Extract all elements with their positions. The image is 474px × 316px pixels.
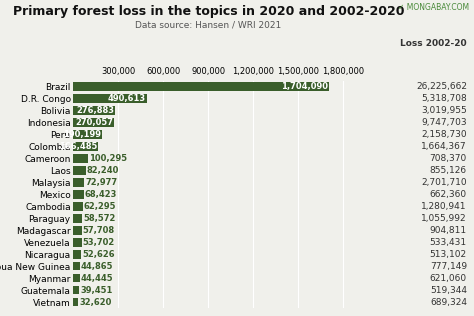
Bar xyxy=(73,106,115,115)
Bar xyxy=(73,130,102,139)
Text: 100,295: 100,295 xyxy=(89,154,128,163)
Text: 904,811: 904,811 xyxy=(430,226,467,235)
Text: 1,055,992: 1,055,992 xyxy=(421,214,467,223)
Text: 9,747,703: 9,747,703 xyxy=(421,118,467,127)
Text: 39,451: 39,451 xyxy=(80,286,112,295)
Text: 190,199: 190,199 xyxy=(63,130,101,139)
Bar xyxy=(73,274,80,283)
Text: 2,158,730: 2,158,730 xyxy=(421,130,467,139)
Bar xyxy=(73,238,82,246)
Text: 58,572: 58,572 xyxy=(83,214,115,223)
Text: 52,626: 52,626 xyxy=(82,250,115,259)
Text: 270,057: 270,057 xyxy=(75,118,113,127)
Bar xyxy=(73,166,86,175)
Bar xyxy=(73,82,328,91)
Text: 62,295: 62,295 xyxy=(83,202,116,211)
Text: 44,865: 44,865 xyxy=(81,262,113,271)
Text: 68,423: 68,423 xyxy=(84,190,117,199)
Text: 3,019,955: 3,019,955 xyxy=(421,106,467,115)
Bar xyxy=(73,202,83,211)
Bar xyxy=(73,214,82,222)
Bar xyxy=(73,226,82,234)
Text: Primary forest loss in the topics in 2020 and 2002-2020: Primary forest loss in the topics in 202… xyxy=(13,5,404,18)
Bar xyxy=(73,154,89,163)
Text: 276,883: 276,883 xyxy=(76,106,114,115)
Text: 519,344: 519,344 xyxy=(430,286,467,295)
Bar xyxy=(73,262,80,270)
Text: 1,280,941: 1,280,941 xyxy=(421,202,467,211)
Text: Data source: Hansen / WRI 2021: Data source: Hansen / WRI 2021 xyxy=(136,21,282,29)
Text: 82,240: 82,240 xyxy=(87,166,119,175)
Text: 533,431: 533,431 xyxy=(430,238,467,247)
Text: ✓ MONGABAY.COM: ✓ MONGABAY.COM xyxy=(398,3,469,12)
Text: 57,708: 57,708 xyxy=(83,226,115,235)
Bar xyxy=(73,286,79,295)
Text: 44,445: 44,445 xyxy=(81,274,113,283)
Bar xyxy=(73,298,78,307)
Text: Loss 2002-20: Loss 2002-20 xyxy=(400,40,467,48)
Bar xyxy=(73,190,84,199)
Text: 777,149: 777,149 xyxy=(430,262,467,271)
Text: 513,102: 513,102 xyxy=(430,250,467,259)
Text: 1,704,090: 1,704,090 xyxy=(281,82,328,91)
Text: 689,324: 689,324 xyxy=(430,298,467,307)
Bar xyxy=(73,178,84,187)
Text: 72,977: 72,977 xyxy=(85,178,117,187)
Text: 490,613: 490,613 xyxy=(108,94,146,103)
Text: 32,620: 32,620 xyxy=(79,298,111,307)
Text: 855,126: 855,126 xyxy=(430,166,467,175)
Bar xyxy=(73,250,82,258)
Bar xyxy=(73,142,99,151)
Text: 166,485: 166,485 xyxy=(59,142,98,151)
Bar xyxy=(73,94,147,103)
Text: 662,360: 662,360 xyxy=(430,190,467,199)
Text: 621,060: 621,060 xyxy=(430,274,467,283)
Text: 1,664,367: 1,664,367 xyxy=(421,142,467,151)
Text: 2,701,710: 2,701,710 xyxy=(421,178,467,187)
Text: 708,370: 708,370 xyxy=(429,154,467,163)
Text: 53,702: 53,702 xyxy=(82,238,115,247)
Text: 26,225,662: 26,225,662 xyxy=(416,82,467,91)
Text: 5,318,708: 5,318,708 xyxy=(421,94,467,103)
Bar xyxy=(73,118,114,127)
